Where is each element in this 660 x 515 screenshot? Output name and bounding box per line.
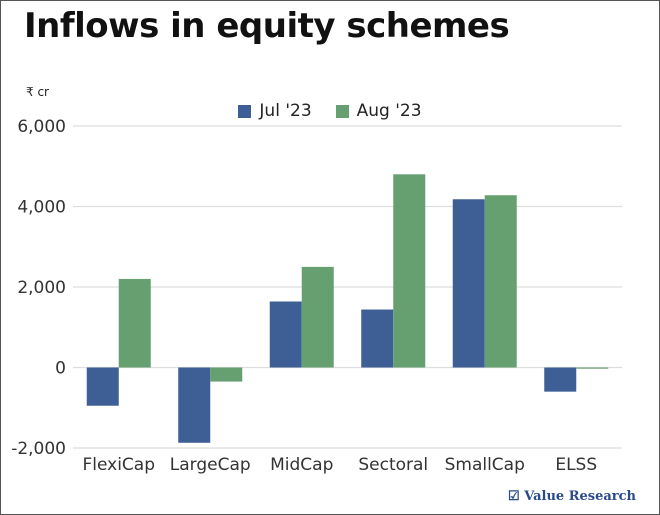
bar-sectoral-jul xyxy=(361,309,394,368)
bar-midcap-aug xyxy=(301,266,334,368)
x-tick-label: SmallCap xyxy=(445,455,525,475)
bar-flexicap-aug xyxy=(118,278,151,368)
logo-text: Value Research xyxy=(524,489,636,504)
y-axis-unit: ₹ cr xyxy=(26,85,49,99)
legend-label-jul: Jul '23 xyxy=(259,101,312,121)
bar-elss-jul xyxy=(544,367,577,392)
y-tick-label: 6,000 xyxy=(17,117,66,137)
x-tick-label: FlexiCap xyxy=(82,455,155,475)
bar-smallcap-aug xyxy=(484,195,517,368)
bar-smallcap-jul xyxy=(452,199,485,368)
legend-item-aug: Aug '23 xyxy=(335,101,422,121)
bar-sectoral-aug xyxy=(393,174,426,368)
legend-swatch-jul xyxy=(238,104,252,118)
bar-midcap-jul xyxy=(269,301,302,368)
legend-swatch-aug xyxy=(335,104,349,118)
legend-label-aug: Aug '23 xyxy=(356,101,422,121)
chart-title: Inflows in equity schemes xyxy=(24,6,510,46)
x-tick-label: LargeCap xyxy=(170,455,251,475)
x-tick-label: ELSS xyxy=(555,455,597,475)
legend: Jul '23 Aug '23 xyxy=(0,101,660,121)
y-tick-label: -2,000 xyxy=(11,439,66,459)
legend-item-jul: Jul '23 xyxy=(238,101,312,121)
y-tick-label: 4,000 xyxy=(17,198,66,218)
bar-elss-aug xyxy=(576,367,609,369)
x-tick-label: Sectoral xyxy=(358,455,428,475)
bar-largecap-jul xyxy=(178,367,211,443)
y-tick-label: 0 xyxy=(55,359,66,379)
y-tick-label: 2,000 xyxy=(17,278,66,298)
bar-largecap-aug xyxy=(210,367,243,382)
value-research-logo: ☑ Value Research xyxy=(508,489,636,504)
bar-flexicap-jul xyxy=(86,367,119,406)
x-tick-label: MidCap xyxy=(270,455,333,475)
